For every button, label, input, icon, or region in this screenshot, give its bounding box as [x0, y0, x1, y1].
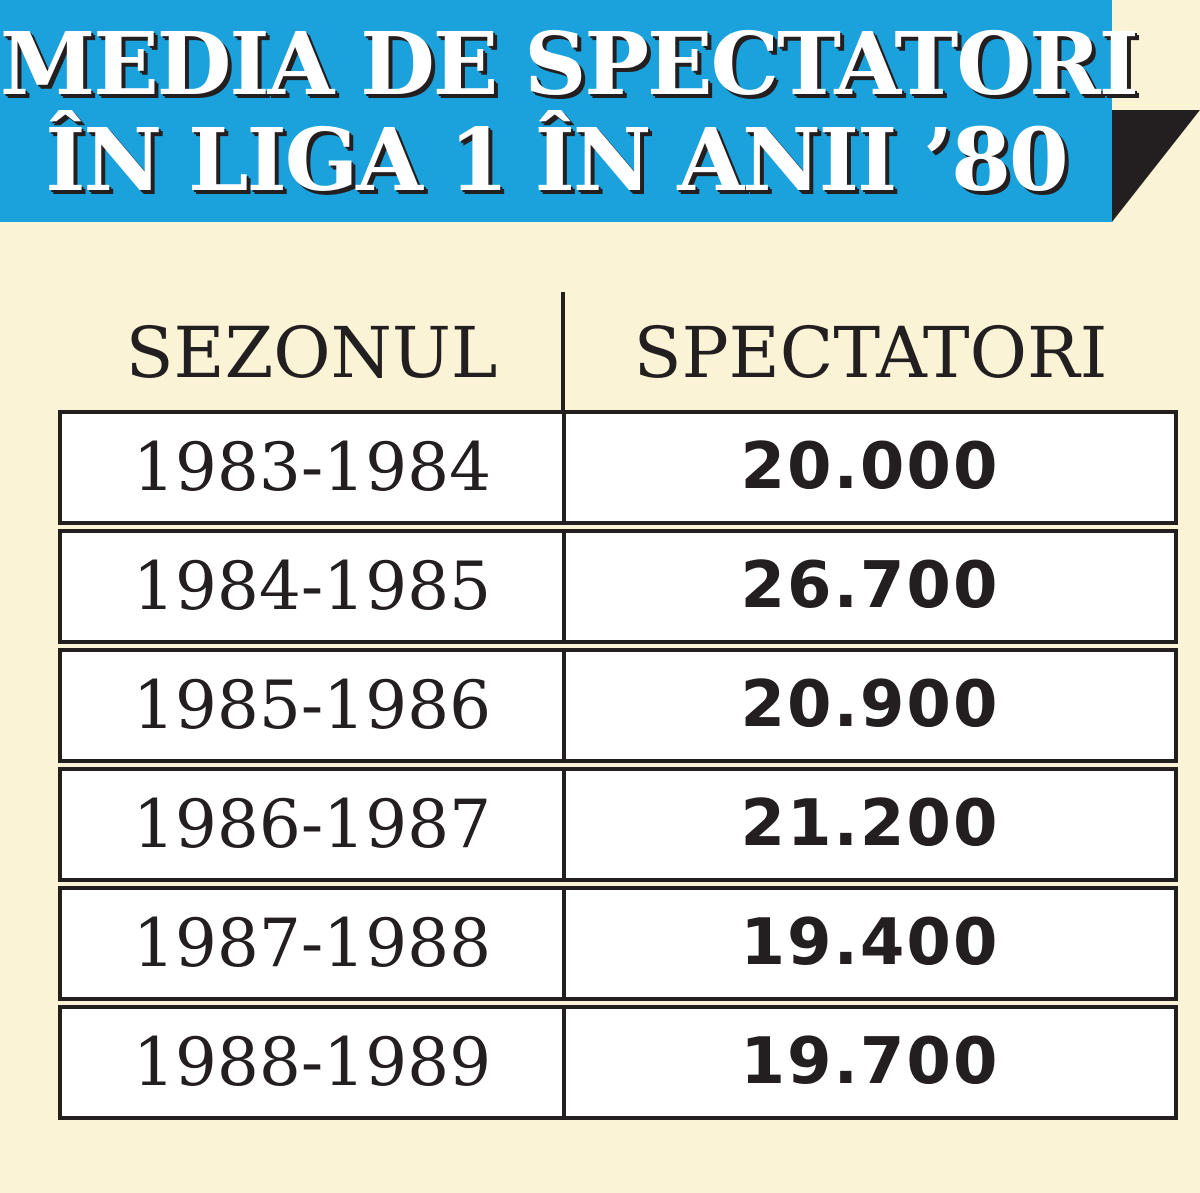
table-row: 1985-1986 20.900 — [58, 648, 1178, 763]
season-cell: 1987-1988 — [62, 890, 566, 997]
season-cell: 1984-1985 — [62, 533, 566, 640]
season-cell: 1983-1984 — [62, 414, 566, 521]
spectators-cell: 20.000 — [740, 430, 1000, 504]
table-row: 1983-1984 20.000 — [58, 410, 1178, 525]
table-row: 1987-1988 19.400 — [58, 886, 1178, 1001]
spectators-cell: 20.900 — [740, 668, 1000, 742]
header-divider — [561, 292, 565, 412]
table-row: 1984-1985 26.700 — [58, 529, 1178, 644]
column-header: SEZONUL — [125, 312, 498, 394]
season-cell: 1986-1987 — [62, 771, 566, 878]
title-banner: MEDIA DE SPECTATORI ÎN LIGA 1 ÎN ANII ’8… — [0, 0, 1139, 222]
season-cell: 1985-1986 — [62, 652, 566, 759]
season-cell: 1988-1989 — [62, 1009, 566, 1116]
banner-corner — [1112, 110, 1200, 222]
column-header: SPECTATORI — [633, 312, 1108, 394]
spectators-cell: 26.700 — [740, 549, 1000, 623]
table-row: 1986-1987 21.200 — [58, 767, 1178, 882]
spectators-cell: 21.200 — [740, 787, 1000, 861]
title-line: ÎN LIGA 1 ÎN ANII ’80 — [45, 110, 1069, 211]
spectators-cell: 19.700 — [740, 1025, 1000, 1099]
title-line: MEDIA DE SPECTATORI — [0, 14, 1139, 115]
table: 1983-1984 20.000 1984-1985 26.700 1985-1986 2… — [58, 410, 1178, 1124]
table-row: 1988-1989 19.700 — [58, 1005, 1178, 1120]
spectators-cell: 19.400 — [740, 906, 1000, 980]
